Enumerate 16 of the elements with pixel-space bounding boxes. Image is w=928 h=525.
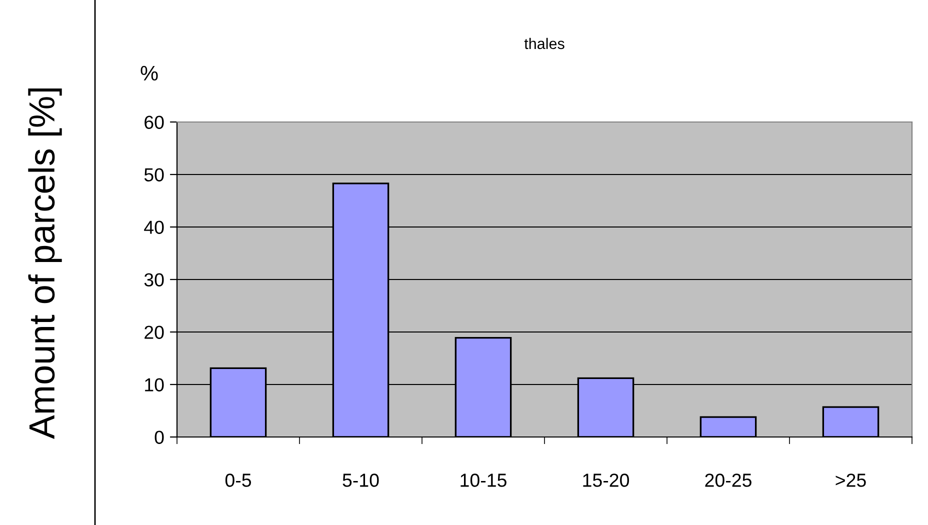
chart-title: thales: [524, 38, 564, 50]
y-tick-label: 50: [144, 168, 164, 182]
text: %: [140, 66, 158, 81]
y-axis-title: Amount of parcels [%]: [28, 88, 62, 440]
x-tick-label: >25: [836, 474, 866, 487]
y-tick-label: 20: [144, 326, 164, 339]
y-tick-label: 60: [144, 116, 164, 129]
y-tick-label: 0: [154, 430, 164, 444]
y-tick-label: 40: [144, 220, 164, 234]
y-tick-label: 30: [144, 273, 164, 286]
x-tick-label: 10-15: [460, 474, 506, 487]
x-tick-label: 0-5: [225, 474, 252, 487]
x-tick-label: 15-20: [583, 474, 629, 487]
x-tick-label: 20-25: [705, 474, 752, 487]
y-tick-label: 10: [145, 378, 164, 392]
x-tick-label: 5-10: [342, 474, 379, 487]
